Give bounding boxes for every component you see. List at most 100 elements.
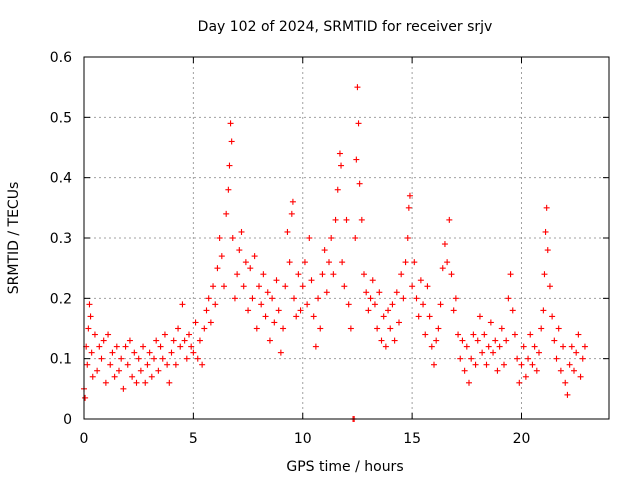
data-point [446,216,453,223]
data-point [396,319,402,326]
data-point [113,343,120,350]
data-point [249,295,256,302]
data-point [343,216,350,223]
data-point [98,355,105,362]
data-point [365,307,372,314]
y-axis-label: SRMTID / TECUs [6,182,22,295]
data-point [334,186,341,193]
data-point [205,295,212,302]
data-point [218,253,225,260]
data-point [538,325,545,332]
data-point [516,379,523,386]
data-point [321,247,328,254]
data-point [474,337,481,344]
data-point [109,349,116,356]
data-point [236,247,243,254]
data-point [452,295,459,302]
data-point [297,307,304,314]
data-point [371,301,378,308]
data-point [275,307,282,314]
data-point [352,235,359,241]
data-point [228,138,235,145]
data-point [166,379,173,386]
data-point [415,313,422,320]
data-point [142,379,149,386]
data-point [245,307,252,314]
data-point [536,349,542,356]
data-point [216,235,223,241]
data-point [531,343,538,350]
data-point [358,216,365,223]
data-point [137,367,144,374]
data-point [568,343,575,350]
data-point [459,337,466,344]
data-point [435,325,442,332]
data-point [566,361,573,368]
data-point [196,337,203,344]
data-point [223,210,230,217]
data-point [376,289,383,296]
data-point [170,337,177,344]
data-point [374,325,381,332]
data-point [310,313,317,320]
data-point [144,361,151,368]
data-point [262,313,269,320]
y-tick-label: 0.3 [50,231,72,247]
y-tick-label: 0.5 [50,110,72,126]
data-point [355,120,362,127]
data-point [571,367,577,374]
data-point [260,271,267,278]
data-point [291,295,297,302]
data-point [135,355,142,362]
data-point [183,355,190,362]
data-point [264,289,271,296]
data-point [91,331,98,338]
data-point [288,210,295,217]
grid-lines [84,57,609,419]
data-point [133,379,140,386]
data-point [157,343,164,350]
data-point [417,277,424,284]
data-point [487,319,494,326]
data-point [181,337,188,344]
data-point [280,325,287,332]
data-point [88,349,95,356]
data-point [579,355,586,362]
data-point [468,355,475,362]
chart-title: Day 102 of 2024, SRMTID for receiver srj… [198,19,493,35]
data-point [284,228,291,235]
data-point [118,355,125,362]
data-point [100,337,107,344]
data-point [179,301,186,308]
data-point [540,307,547,314]
x-axis-label: GPS time / hours [286,459,403,475]
data-point [542,228,549,235]
data-point [190,349,197,356]
data-point [151,355,157,362]
data-point [323,289,330,296]
data-point [347,325,354,332]
data-point [308,277,315,284]
data-point [286,259,293,266]
data-point [201,325,208,332]
data-point [199,361,206,368]
data-point [420,301,427,308]
data-point [553,355,560,362]
data-point [122,343,129,350]
data-point [437,301,444,308]
data-point [444,259,451,266]
data-point [498,325,505,332]
data-point [479,349,486,356]
data-point [509,307,516,314]
data-point [159,355,166,362]
data-points [81,84,588,422]
data-point [441,241,448,248]
data-point [336,150,343,157]
data-point [177,343,184,350]
y-tick-label: 0.1 [50,352,72,368]
data-point [89,373,96,380]
data-point [393,289,400,296]
data-point [238,228,245,235]
data-point [251,253,258,260]
data-point [527,331,534,338]
